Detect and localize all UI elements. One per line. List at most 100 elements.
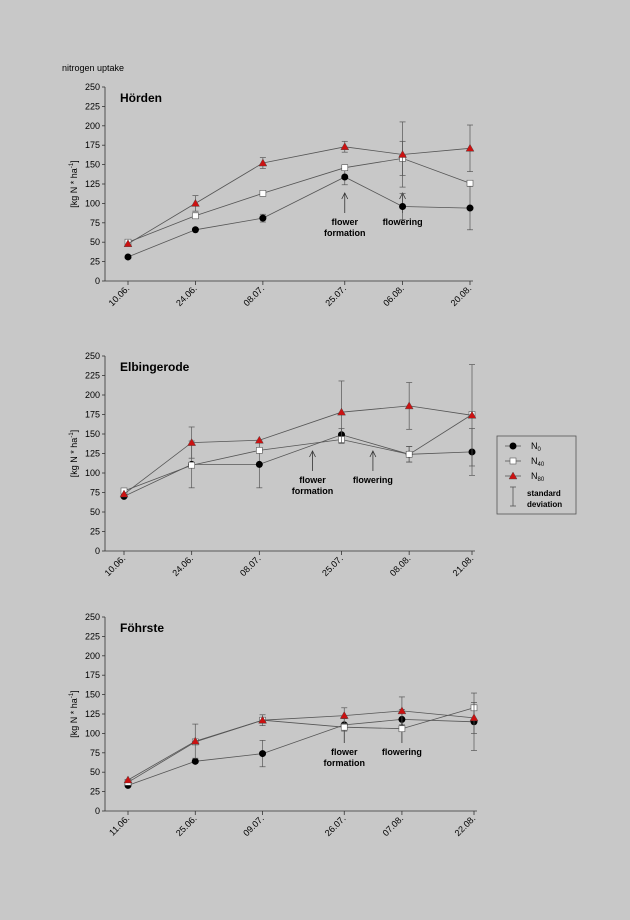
point-n80 [190,736,200,745]
legend-sub-n0: 0 [538,447,542,453]
y-axis-label-text: [kg N * ha [69,168,79,208]
y-tick-label: 50 [90,767,100,777]
y-tick-label: 100 [85,468,100,478]
point-n40 [188,461,195,469]
chart-title: Elbingerode [120,360,190,374]
series-n40 [120,411,476,495]
legend-label-n80: N [531,471,538,481]
annotation-text: formation [292,486,334,496]
point-n40 [259,190,267,197]
annotation-arrow-head [369,450,377,458]
annotation-text: flowering [383,217,423,227]
x-tick-label: 22.08. [453,813,478,838]
y-axis-label-end: ] [69,160,79,163]
y-tick-label: 25 [90,527,100,537]
point-n40 [405,450,413,458]
y-tick-label: 150 [85,690,100,700]
annotation-flowering: flowering [353,450,393,485]
legend-item-sd: standard deviation [510,486,562,509]
y-tick-label: 200 [85,121,100,131]
y-tick-label: 0 [95,546,100,556]
point-n40 [398,725,406,733]
y-tick-label: 150 [85,429,100,439]
legend-marker-n0 [509,442,517,450]
y-axis-label: [kg N * ha-1] [69,430,79,477]
series-n0 [124,692,478,789]
x-tick-label: 10.06. [103,553,128,578]
point-n80 [397,706,407,715]
x-tick-label: 21.08. [451,553,476,578]
point-n0 [466,204,474,212]
y-tick-label: 125 [85,449,100,459]
y-axis-label-end: ] [69,430,79,433]
x-tick-label: 06.08. [381,283,406,308]
x-tick-label: 25.07. [323,283,348,308]
y-tick-label: 75 [90,488,100,498]
y-tick-label: 225 [85,631,100,641]
x-tick-label: 25.07. [320,553,345,578]
series-line [123,414,473,492]
y-tick-label: 175 [85,410,100,420]
point-n80 [467,410,477,419]
legend-marker-n40 [509,457,517,465]
series-n80 [123,121,475,247]
legend-sub-n40: 40 [538,462,545,468]
series-n40 [124,704,478,786]
series-n40 [124,140,474,246]
point-n40 [466,179,474,187]
svg-text:N80: N80 [531,471,545,483]
point-n0 [191,757,199,765]
x-tick-label: 24.06. [174,283,199,308]
legend-sd-line1: standard [527,489,561,498]
x-tick-label: 11.06. [107,813,131,837]
y-tick-label: 100 [85,728,100,738]
chart-title: Föhrste [120,621,164,635]
chart-panel-2: 0 25 50 75 100 125 150 175 200 225 250 [kg N * ha-1… [69,351,477,578]
series-line [127,707,475,783]
y-tick-label: 225 [85,101,100,111]
annotation-text: flower [299,475,326,485]
point-n40 [341,164,349,172]
annotation-text: flowering [382,747,422,757]
y-tick-label: 175 [85,140,100,150]
x-tick-label: 25.06. [174,813,199,838]
series-n80 [123,696,479,784]
annotation-text: flower [332,217,359,227]
legend-sd-line2: deviation [527,500,562,509]
point-n40 [192,212,199,220]
point-n80 [254,435,264,444]
legend-label-n40: N [531,456,538,466]
point-n80 [119,489,129,498]
point-n40 [340,723,348,731]
point-n0 [259,214,267,222]
svg-text:N40: N40 [531,456,545,468]
annotation-arrow-head [309,450,316,458]
chart-panel-3: 0 25 50 75 100 125 150 175 200 225 250 [kg N * ha-1… [69,612,479,838]
y-tick-label: 225 [85,371,100,381]
series-line [123,405,473,495]
annotation-text: formation [324,228,366,238]
point-n0 [255,460,263,468]
y-axis-label-sup: -1 [69,162,75,168]
y-tick-label: 75 [90,748,100,758]
legend: N0 N40 N80 standard deviation [496,435,577,515]
legend-item-n80: N80 [505,471,545,483]
svg-text:N0: N0 [531,441,542,453]
chart-title: Hörden [120,91,162,105]
series-n80 [119,364,477,498]
y-tick-label: 200 [85,390,100,400]
x-tick-label: 08.08. [388,553,413,578]
x-tick-label: 20.08. [449,283,474,308]
legend-label-n0: N [531,441,538,451]
point-n80 [123,775,133,784]
legend-marker-n80 [508,471,518,480]
series-line [127,157,471,243]
chart-panel-1: 0 25 50 75 100 125 150 175 200 225 250 [kg N * ha-1… [69,82,475,308]
y-tick-label: 0 [95,276,100,286]
y-axis-label-sup: -1 [69,432,75,438]
point-n80 [123,239,133,247]
y-axis-label-text: [kg N * ha [69,438,79,478]
